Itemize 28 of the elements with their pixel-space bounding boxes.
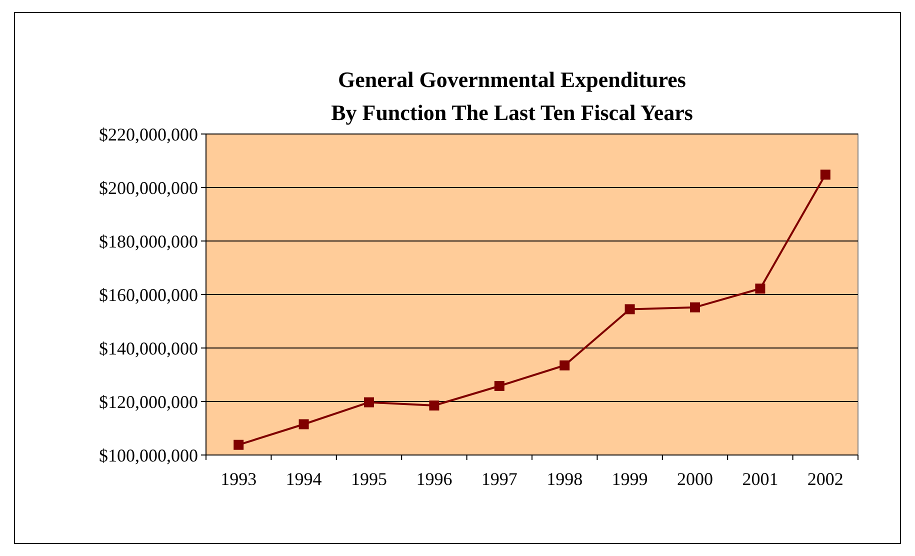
- point: [624, 304, 635, 314]
- point: [494, 380, 504, 391]
- point: [690, 302, 700, 312]
- y-tick-label: $120,000,000: [99, 392, 198, 412]
- x-tick-label: 2002: [807, 469, 844, 489]
- x-tick-label: 1999: [612, 469, 648, 489]
- y-tick-label: $220,000,000: [99, 124, 198, 144]
- x-tick-label: 1993: [220, 469, 257, 489]
- point: [429, 400, 440, 411]
- x-tick-label: 1995: [351, 469, 387, 489]
- x-tick-label: 1994: [286, 469, 322, 489]
- point: [298, 419, 309, 430]
- y-tick-label: $180,000,000: [99, 231, 198, 252]
- point: [755, 284, 766, 294]
- point: [820, 170, 830, 180]
- y-tick-label: $100,000,000: [99, 445, 198, 466]
- point: [364, 397, 374, 408]
- x-tick-label: 1996: [416, 469, 452, 489]
- point: [560, 360, 570, 370]
- y-tick-label: $200,000,000: [99, 178, 198, 198]
- point: [234, 440, 244, 450]
- x-tick-label: 1998: [546, 469, 583, 489]
- y-tick-label: $160,000,000: [99, 284, 198, 305]
- y-tick-label: $140,000,000: [99, 338, 198, 358]
- x-tick-label: 2001: [742, 469, 778, 489]
- x-tick-label: 2000: [677, 469, 713, 489]
- x-tick-label: 1997: [481, 469, 518, 489]
- chart-title: General Governmental Expenditures By Function The Last Ten Fiscal Years: [331, 67, 694, 125]
